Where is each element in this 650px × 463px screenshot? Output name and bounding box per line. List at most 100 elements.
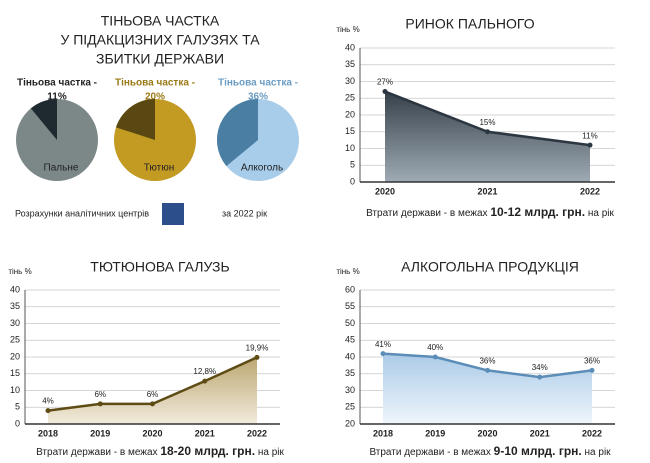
y-tick-label: 25 (345, 402, 355, 412)
pie-heading: Тіньова частка - (17, 78, 97, 89)
chart-title: АЛКОГОЛЬНА ПРОДУКЦІЯ (401, 259, 579, 275)
y-tick-label: 35 (10, 301, 20, 311)
x-tick-label: 2021 (195, 428, 215, 438)
caption-part: на рік (585, 447, 612, 458)
y-tick-label: 30 (10, 318, 20, 328)
data-label: 11% (582, 131, 597, 140)
caption: Втрати держави - в межах 18-20 млрд. грн… (36, 444, 284, 458)
note-suffix: за 2022 рік (222, 208, 267, 218)
x-tick-label: 2018 (38, 428, 58, 438)
y-tick-label: 30 (345, 385, 355, 395)
y-tick-label: 35 (345, 59, 355, 69)
data-label: 4% (42, 397, 54, 406)
y-axis-label: тінь % (336, 267, 359, 276)
caption-part: Втрати держави - в межах (366, 208, 487, 219)
caption: Втрати держави - в межах 10-12 млрд. грн… (366, 205, 614, 219)
y-tick-label: 20 (10, 351, 20, 361)
y-tick-label: 20 (345, 418, 355, 428)
point (587, 142, 593, 148)
data-label: 36% (584, 357, 600, 366)
y-tick-label: 40 (345, 351, 355, 361)
y-tick-label: 0 (15, 418, 20, 428)
pie-value-label: 36% (248, 92, 268, 103)
data-label: 36% (479, 357, 495, 366)
pie-value-label: 20% (145, 92, 165, 103)
pie-category-label: Пальне (44, 163, 79, 174)
note: Розрахунки аналітичних центрів (15, 208, 149, 218)
y-tick-label: 45 (345, 335, 355, 345)
data-label: 6% (147, 390, 159, 399)
chart-title: ТІНЬОВА ЧАСТКА (101, 13, 220, 29)
point (45, 408, 51, 414)
pie-heading: Тіньова частка - (115, 78, 195, 89)
y-axis-label: тінь % (8, 267, 31, 276)
pie-slice (216, 99, 258, 167)
caption-part: Втрати держави - в межах (369, 447, 490, 458)
area (385, 91, 590, 182)
y-tick-label: 10 (345, 143, 355, 153)
logo (162, 203, 184, 225)
point (485, 367, 490, 373)
point (150, 401, 155, 407)
data-label: 15% (479, 118, 495, 127)
pie-slice (116, 99, 155, 140)
point (202, 378, 208, 384)
x-tick-label: 2018 (373, 428, 393, 438)
area (383, 353, 592, 424)
x-tick-label: 2019 (425, 428, 445, 438)
y-axis-label: тінь % (336, 25, 359, 34)
caption-part: 9-10 млрд. грн. (494, 444, 582, 458)
chart-title: ЗБИТКИ ДЕРЖАВИ (96, 51, 224, 67)
point (380, 351, 386, 357)
caption-part: на рік (258, 447, 285, 458)
chart-title: У ПІДАКЦИЗНИХ ГАЛУЗЯХ ТА (60, 32, 260, 48)
point (589, 367, 595, 373)
y-tick-label: 60 (345, 284, 355, 294)
y-tick-label: 20 (345, 109, 355, 119)
point (254, 354, 260, 360)
y-tick-label: 40 (10, 284, 20, 294)
data-label: 34% (532, 363, 548, 372)
caption: Втрати держави - в межах 9-10 млрд. грн.… (369, 444, 611, 458)
y-tick-label: 30 (345, 76, 355, 86)
chart-title: ТЮТЮНОВА ГАЛУЗЬ (90, 259, 229, 275)
caption-part: 10-12 млрд. грн. (490, 205, 585, 219)
data-label: 41% (375, 340, 391, 349)
y-tick-label: 35 (345, 368, 355, 378)
x-tick-label: 2021 (530, 428, 550, 438)
caption-part: Втрати держави - в межах (36, 447, 157, 458)
x-tick-label: 2022 (580, 186, 600, 196)
y-tick-label: 10 (10, 385, 20, 395)
pie-value-label: 11% (47, 92, 67, 103)
caption-part: на рік (588, 208, 615, 219)
point (537, 374, 543, 380)
pie-category-label: Тютюн (144, 163, 175, 174)
data-label: 12,8% (193, 367, 216, 376)
pie-slice (30, 99, 57, 140)
data-label: 40% (427, 343, 443, 352)
y-tick-label: 25 (345, 93, 355, 103)
pie-heading: Тіньова частка - (218, 78, 298, 89)
point (485, 129, 490, 135)
x-tick-label: 2020 (375, 186, 395, 196)
x-tick-label: 2022 (247, 428, 267, 438)
x-tick-label: 2021 (477, 186, 497, 196)
x-tick-label: 2022 (582, 428, 602, 438)
area (48, 357, 257, 424)
chart-title: РИНОК ПАЛЬНОГО (405, 16, 534, 32)
point (97, 401, 103, 407)
point (382, 89, 388, 95)
y-tick-label: 50 (345, 318, 355, 328)
x-tick-label: 2019 (90, 428, 110, 438)
y-tick-label: 15 (10, 368, 20, 378)
point (432, 354, 438, 360)
y-tick-label: 0 (350, 176, 355, 186)
data-label: 27% (377, 78, 393, 87)
data-label: 6% (94, 390, 106, 399)
y-tick-label: 5 (15, 402, 20, 412)
y-tick-label: 55 (345, 301, 355, 311)
x-tick-label: 2020 (142, 428, 162, 438)
y-tick-label: 25 (10, 335, 20, 345)
caption-part: 18-20 млрд. грн. (160, 444, 255, 458)
pie-category-label: Алкоголь (241, 163, 283, 174)
